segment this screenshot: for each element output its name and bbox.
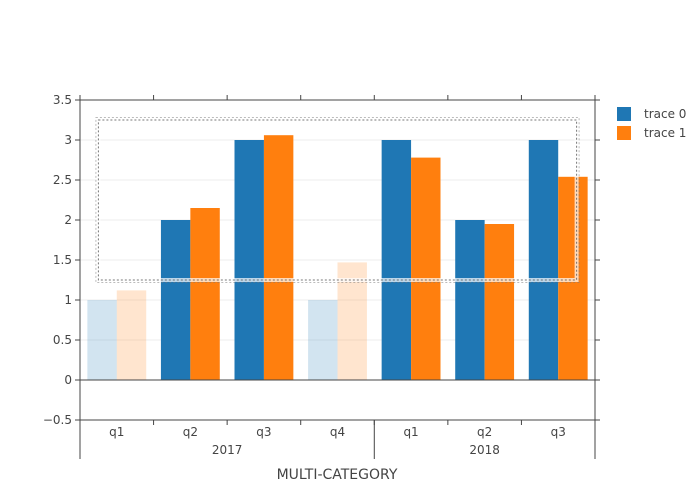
y-tick-label: 3: [64, 133, 72, 147]
group-label: 2017: [212, 443, 243, 457]
x-tick-label: q2: [183, 425, 198, 439]
bar-trace-0-4[interactable]: [381, 140, 412, 380]
selection-outline-outer: [95, 117, 580, 283]
y-tick-label: 3.5: [53, 93, 72, 107]
y-tick-label: 2.5: [53, 173, 72, 187]
x-tick-label: q4: [330, 425, 345, 439]
bar-trace-1-2[interactable]: [263, 135, 294, 380]
bar-trace-1-4[interactable]: [411, 157, 441, 380]
legend[interactable]: trace 0 trace 1: [617, 107, 686, 140]
legend-swatch-trace-0: [617, 107, 631, 121]
selection-outline[interactable]: [97, 119, 578, 281]
bar-trace-0-3[interactable]: [308, 300, 338, 380]
axes: [75, 95, 600, 459]
bar-trace-0-6[interactable]: [528, 140, 559, 380]
legend-item-trace-0[interactable]: trace 0: [617, 107, 686, 121]
legend-label-trace-1: trace 1: [644, 126, 686, 140]
x-tick-label: q3: [551, 425, 566, 439]
bar-trace-1-0[interactable]: [116, 290, 147, 380]
y-tick-label: 1: [64, 293, 72, 307]
selection-box: [95, 117, 580, 283]
group-label: 2018: [469, 443, 500, 457]
y-tick-label: 2: [64, 213, 72, 227]
tick-labels: −0.5 0 0.5 1 1.5 2 2.5 3 3.5 q1 q2 q3 q4 q1 q2 q3 2017 20…: [43, 93, 566, 457]
bar-trace-0-5[interactable]: [455, 220, 485, 380]
x-tick-label: q1: [109, 425, 124, 439]
legend-swatch-trace-1: [617, 126, 631, 140]
bar-trace-0-2[interactable]: [234, 140, 264, 380]
x-tick-label: q3: [256, 425, 271, 439]
x-axis-title: MULTI-CATEGORY: [277, 467, 398, 483]
bars: [87, 135, 588, 380]
bar-trace-0-1[interactable]: [160, 220, 191, 380]
x-tick-label: q2: [477, 425, 492, 439]
bar-trace-0-0[interactable]: [87, 300, 117, 380]
y-tick-label: −0.5: [43, 413, 72, 427]
bar-trace-1-5[interactable]: [484, 224, 515, 380]
x-tick-label: q1: [403, 425, 418, 439]
y-tick-label: 0.5: [53, 333, 72, 347]
y-tick-label: 1.5: [53, 253, 72, 267]
bar-trace-1-1[interactable]: [190, 208, 220, 380]
legend-label-trace-0: trace 0: [644, 107, 686, 121]
y-tick-label: 0: [64, 373, 72, 387]
legend-item-trace-1[interactable]: trace 1: [617, 126, 686, 140]
